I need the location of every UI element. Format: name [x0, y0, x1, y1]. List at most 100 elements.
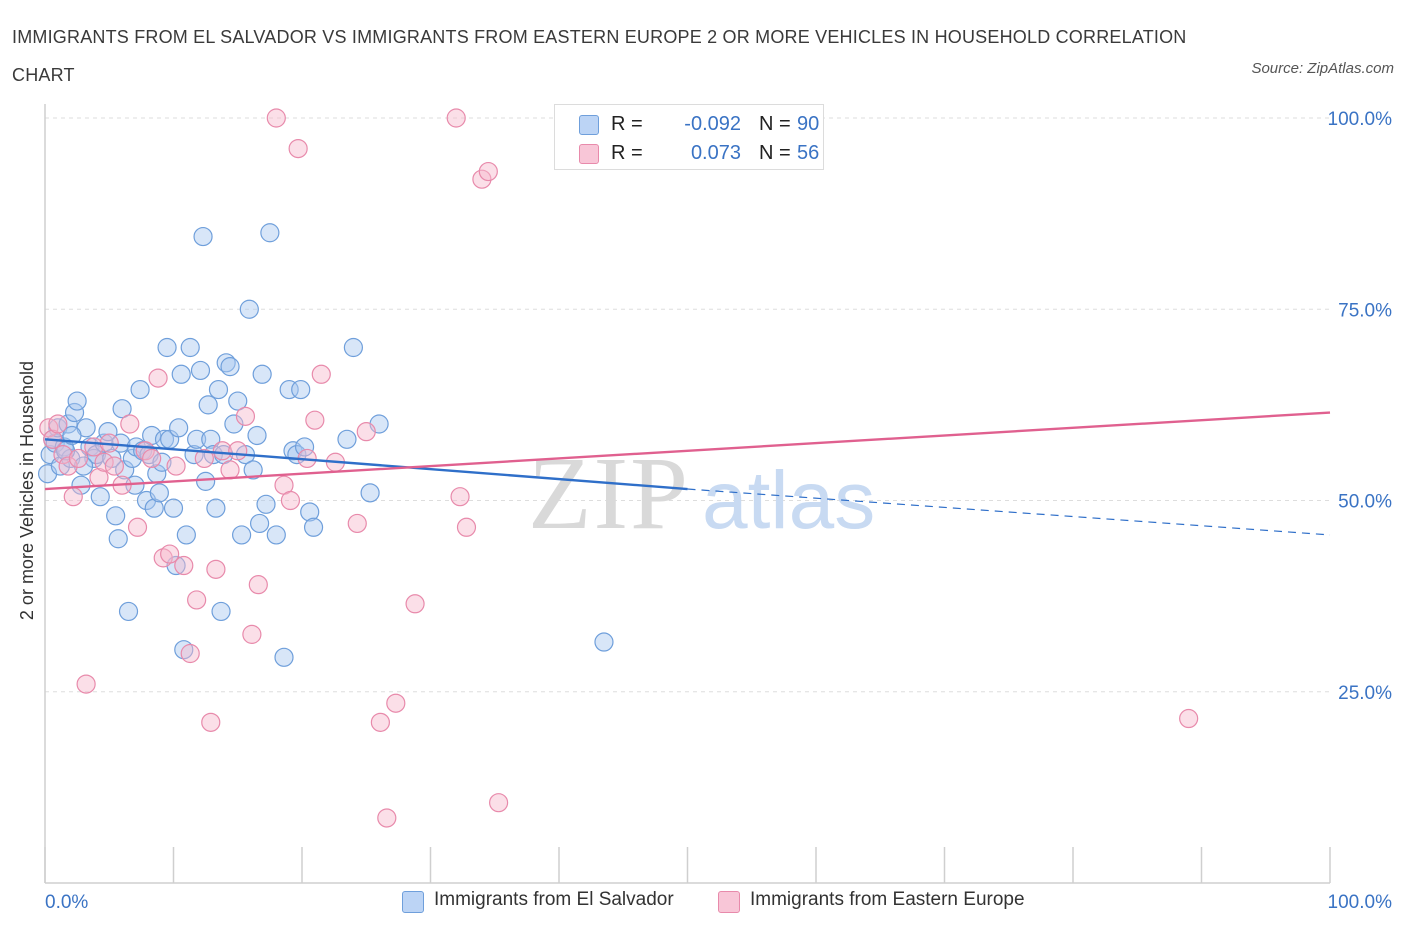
data-point-blue — [190, 360, 211, 381]
data-point-blue — [111, 433, 131, 453]
y-tick-label: 100.0% — [1328, 109, 1393, 130]
data-point-pink — [347, 513, 367, 534]
pink-swatch — [718, 891, 740, 913]
data-point-blue — [58, 414, 78, 434]
chart-title: IMMIGRANTS FROM EL SALVADOR VS IMMIGRANT… — [12, 27, 1187, 85]
data-point-pink — [288, 139, 308, 159]
x-tick-label: 0.0% — [45, 892, 88, 913]
blue-swatch — [402, 891, 424, 913]
r-label: R = — [611, 113, 643, 135]
data-point-blue — [303, 517, 324, 537]
data-point-pink — [456, 517, 477, 537]
data-point-blue — [152, 452, 172, 472]
data-point-pink — [377, 808, 397, 828]
data-point-pink — [478, 161, 498, 182]
data-point-blue — [294, 437, 315, 457]
trend-line-blue — [44, 438, 688, 491]
data-point-blue — [196, 471, 216, 491]
trend-lines — [44, 411, 1331, 536]
data-point-pink — [280, 490, 301, 511]
data-point-blue — [239, 299, 259, 319]
data-point-blue — [157, 337, 177, 358]
watermark-atlas: atlas — [702, 455, 875, 546]
data-point-blue — [187, 429, 207, 449]
data-point-pink — [94, 452, 114, 472]
data-point-blue — [243, 460, 263, 480]
data-point-pink — [142, 448, 162, 469]
axis-labels: 25.0% 50.0% 75.0% 100.0% 0.0% 100.0% 2 or more… — [17, 109, 1392, 913]
data-point-blue — [274, 647, 294, 667]
data-point-pink — [63, 487, 83, 507]
pink-swatch — [579, 144, 599, 164]
data-point-pink — [305, 410, 325, 430]
data-point-blue — [112, 399, 132, 419]
data-point-blue — [228, 391, 248, 411]
data-point-blue — [279, 379, 299, 400]
blue-swatch — [579, 115, 599, 135]
data-point-pink — [48, 414, 68, 434]
stats-legend: R = -0.092 N = 90 R = 0.073 N = 56 — [554, 104, 824, 170]
data-point-blue — [115, 460, 135, 480]
data-point-pink — [148, 368, 168, 388]
data-point-blue — [266, 525, 286, 545]
data-point-pink — [235, 406, 256, 426]
data-point-blue — [149, 483, 169, 503]
data-point-blue — [198, 395, 218, 415]
data-point-pink — [1179, 708, 1199, 729]
data-point-blue — [224, 414, 244, 434]
data-point-blue — [594, 632, 614, 652]
data-point-pink — [206, 559, 226, 579]
y-tick-label: 25.0% — [1338, 683, 1392, 704]
data-point-pink — [405, 594, 425, 614]
data-point-pink — [76, 674, 96, 694]
data-point-blue — [291, 379, 311, 400]
data-point-pink — [68, 448, 89, 469]
data-point-blue — [220, 357, 240, 377]
watermark: ZIP atlas — [528, 436, 875, 551]
data-point-blue — [86, 445, 107, 465]
data-point-blue — [216, 353, 236, 373]
data-point-blue — [249, 513, 270, 534]
data-point-pink — [248, 575, 268, 595]
n-value: 56 — [797, 142, 820, 164]
data-point-pink — [370, 712, 390, 732]
data-point-blue — [64, 402, 85, 423]
data-point-pink — [194, 448, 214, 469]
r-value: -0.092 — [684, 113, 741, 135]
data-point-pink — [489, 793, 509, 813]
data-point-blue — [169, 418, 189, 438]
n-value: 90 — [797, 113, 820, 135]
y-tick-label: 75.0% — [1338, 300, 1392, 321]
data-point-pink — [220, 460, 240, 480]
data-point-blue — [337, 429, 357, 449]
data-point-pink — [166, 456, 186, 476]
data-point-blue — [193, 226, 213, 247]
n-label: N = — [759, 142, 791, 164]
data-point-blue — [90, 487, 110, 507]
data-point-pink — [58, 456, 78, 476]
y-axis-title: 2 or more Vehicles in Household — [17, 361, 37, 620]
n-label: N = — [759, 113, 791, 135]
data-point-blue — [252, 364, 272, 384]
data-point-blue — [163, 498, 184, 518]
trend-line-pink — [44, 411, 1331, 491]
legend-label: Immigrants from El Salvador — [434, 889, 674, 910]
data-point-pink — [450, 487, 470, 507]
data-point-pink — [472, 169, 492, 189]
data-point-blue — [201, 429, 221, 449]
data-point-blue — [211, 601, 231, 622]
data-points — [37, 108, 1199, 828]
data-point-blue — [360, 483, 380, 503]
data-point-blue — [176, 525, 196, 545]
data-point-pink — [160, 544, 180, 564]
data-point-pink — [53, 445, 73, 465]
data-point-pink — [180, 643, 200, 664]
data-point-blue — [118, 601, 139, 622]
data-point-blue — [106, 506, 126, 526]
data-point-pink — [311, 364, 331, 384]
data-point-pink — [228, 441, 248, 461]
r-label: R = — [611, 142, 643, 164]
data-point-blue — [300, 502, 320, 522]
legend-label: Immigrants from Eastern Europe — [750, 889, 1025, 910]
